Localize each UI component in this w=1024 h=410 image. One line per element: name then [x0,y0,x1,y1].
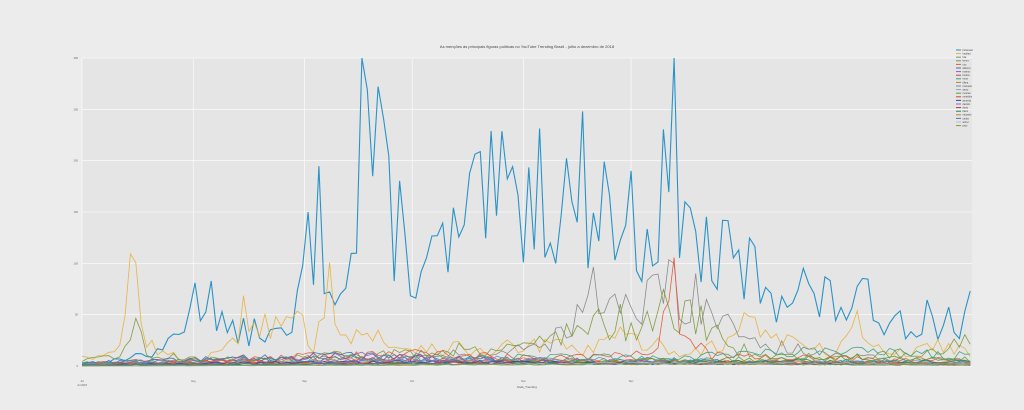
x-tick-label: Sep [302,379,307,383]
grid [81,57,972,367]
series-line-manuela [81,355,971,366]
y-ticks: 0 50 100 150 200 250 300 [74,56,79,368]
legend-entry: moro [963,78,969,81]
chart-title: As menções às principais figuras polític… [440,44,615,49]
legend-entry: alckmin [963,67,972,70]
x-tick-label: Dec [629,379,634,383]
legend-entry: carlos [963,117,970,120]
legend-entry: aecio [963,89,969,92]
y-tick-label: 50 [75,313,78,317]
x-tick-label: Jul [80,379,84,383]
legend-entry: amoedo [963,99,972,102]
x-start-year-label: Jul 2018 [77,383,87,387]
x-tick-label: Oct [410,379,414,383]
legend-entry: dilma [963,81,969,84]
series-line-moro [81,346,971,365]
plot-area: 0 50 100 150 200 250 300 Jul Aug Sep Oct Nov Dec Ju… [74,56,972,387]
legend-entry: joice [962,125,969,128]
legend-entry: marina [963,71,971,74]
legend-entry: manuela [963,85,973,88]
legend-entry: temer [963,60,969,63]
y-tick-label: 250 [74,107,79,111]
x-ticks: Jul Aug Sep Oct Nov Dec [80,379,634,383]
legend-entry: witzel [963,121,969,124]
legend: bolsonarohaddadlulatemerciroalckminmarin… [956,49,974,128]
legend-entry: haddad [963,53,972,56]
x-tick-label: Aug [191,379,196,383]
x-axis-label: Data_Trending [517,385,537,389]
y-tick-label: 100 [74,261,79,265]
y-tick-label: 150 [74,210,79,214]
series-line-joice [82,362,971,367]
legend-entry: daciolo [963,103,971,106]
y-tick-label: 200 [74,159,79,163]
series-lines [81,57,971,367]
legend-entry: eduardo [963,114,972,117]
legend-entry: bolsonaro [963,49,974,52]
legend-entry: meirelles [963,96,973,99]
y-tick-label: 0 [77,364,79,368]
series-line-bolsonaro [81,57,971,365]
y-tick-label: 300 [74,56,79,60]
legend-entry: ciro [963,63,968,66]
legend-entry: lula [963,56,967,59]
legend-entry: doria [963,107,969,110]
x-tick-label: Nov [521,379,526,383]
legend-entry: mourao [963,92,972,95]
legend-entry: flavio [963,110,969,113]
series-line-carlos [81,362,971,366]
legend-entry: boulos [963,74,971,77]
